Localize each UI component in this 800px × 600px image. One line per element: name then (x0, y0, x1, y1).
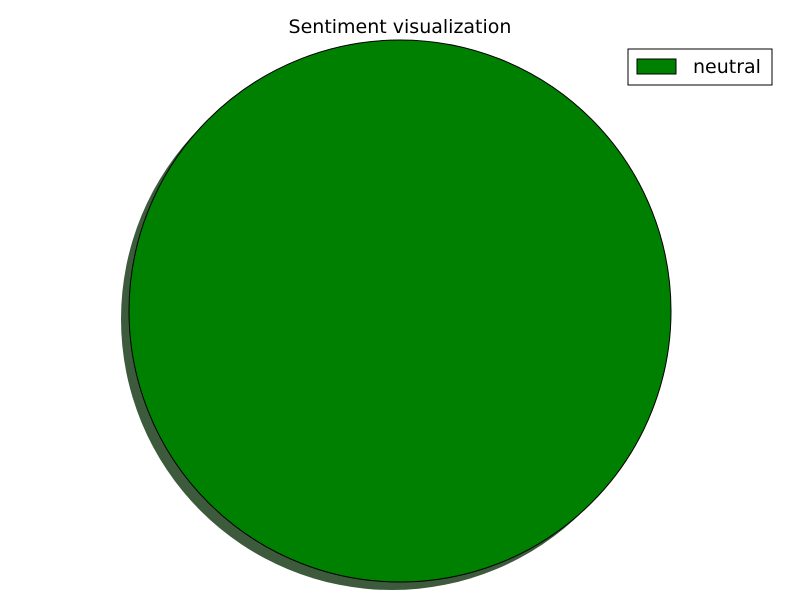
legend-swatch-neutral (636, 58, 677, 75)
chart-title: Sentiment visualization (289, 16, 512, 38)
pie-slice-neutral (128, 39, 672, 583)
pie-slice-layer (128, 39, 672, 583)
legend-label-neutral: neutral (693, 56, 761, 78)
legend: neutral (627, 48, 773, 86)
